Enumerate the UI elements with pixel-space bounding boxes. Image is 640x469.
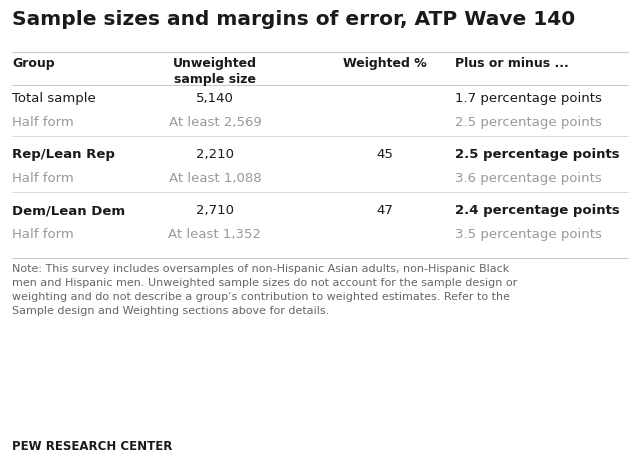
Text: At least 1,352: At least 1,352 xyxy=(168,228,262,241)
Text: At least 2,569: At least 2,569 xyxy=(168,116,261,129)
Text: Sample sizes and margins of error, ATP Wave 140: Sample sizes and margins of error, ATP W… xyxy=(12,10,575,29)
Text: 3.5 percentage points: 3.5 percentage points xyxy=(455,228,602,241)
Text: PEW RESEARCH CENTER: PEW RESEARCH CENTER xyxy=(12,440,172,453)
Text: 45: 45 xyxy=(376,148,394,161)
Text: Note: This survey includes oversamples of non-Hispanic Asian adults, non-Hispani: Note: This survey includes oversamples o… xyxy=(12,264,517,316)
Text: Weighted %: Weighted % xyxy=(343,57,427,70)
Text: Rep/Lean Rep: Rep/Lean Rep xyxy=(12,148,115,161)
Text: Total sample: Total sample xyxy=(12,92,96,105)
Text: Dem/Lean Dem: Dem/Lean Dem xyxy=(12,204,125,217)
Text: Plus or minus ...: Plus or minus ... xyxy=(455,57,569,70)
Text: Half form: Half form xyxy=(12,116,74,129)
Text: 47: 47 xyxy=(376,204,394,217)
Text: 2.4 percentage points: 2.4 percentage points xyxy=(455,204,620,217)
Text: 2,710: 2,710 xyxy=(196,204,234,217)
Text: At least 1,088: At least 1,088 xyxy=(169,172,261,185)
Text: 2.5 percentage points: 2.5 percentage points xyxy=(455,116,602,129)
Text: 2,210: 2,210 xyxy=(196,148,234,161)
Text: 2.5 percentage points: 2.5 percentage points xyxy=(455,148,620,161)
Text: Unweighted
sample size: Unweighted sample size xyxy=(173,57,257,86)
Text: Group: Group xyxy=(12,57,54,70)
Text: Half form: Half form xyxy=(12,228,74,241)
Text: 3.6 percentage points: 3.6 percentage points xyxy=(455,172,602,185)
Text: 5,140: 5,140 xyxy=(196,92,234,105)
Text: 1.7 percentage points: 1.7 percentage points xyxy=(455,92,602,105)
Text: Half form: Half form xyxy=(12,172,74,185)
